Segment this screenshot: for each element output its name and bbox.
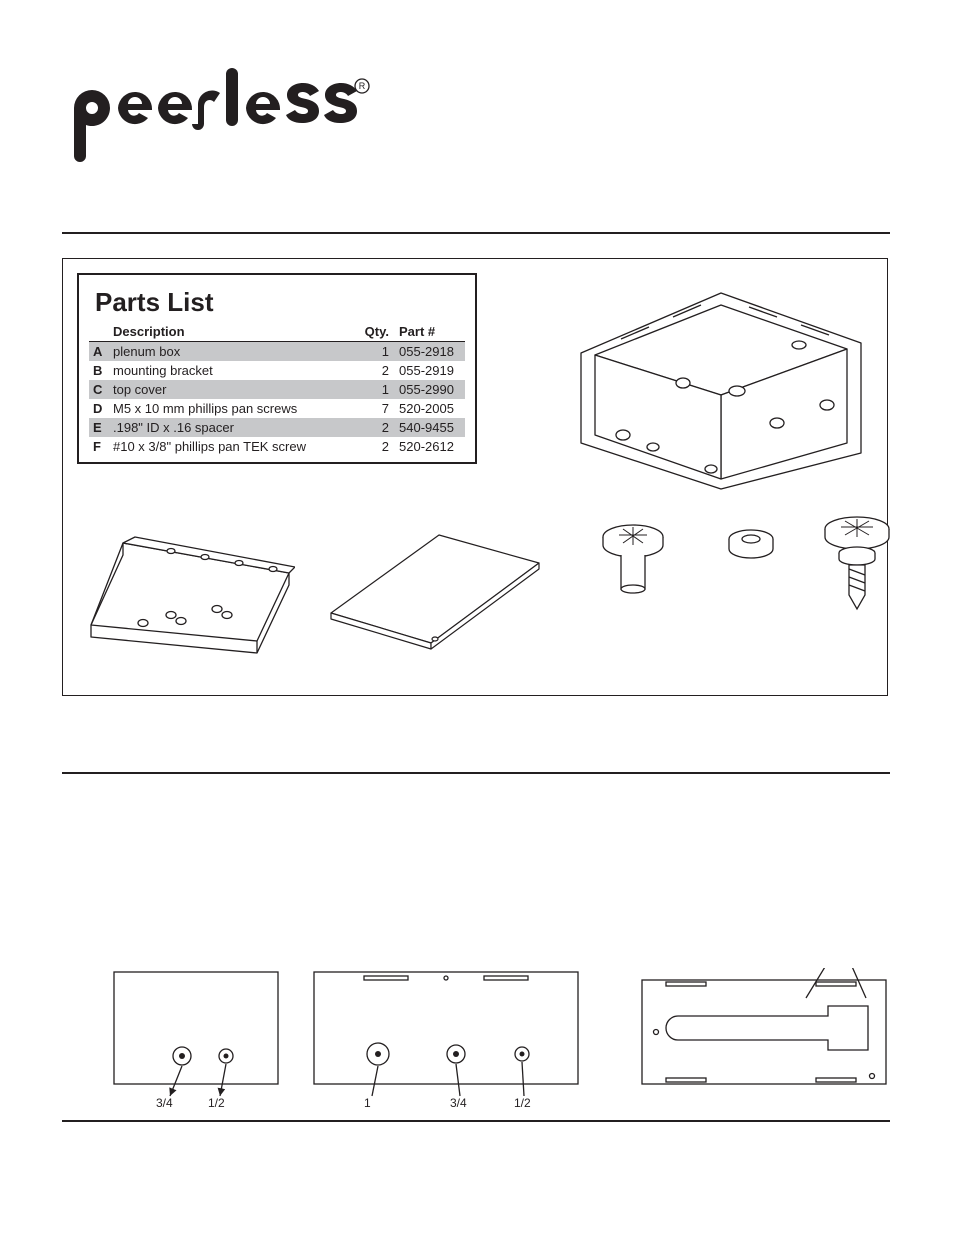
cell-qty: 1 bbox=[357, 342, 393, 362]
cell-qty: 2 bbox=[357, 418, 393, 437]
cell-qty: 7 bbox=[357, 399, 393, 418]
ko-label-1: 1 bbox=[364, 1096, 371, 1110]
ko-label-12a: 1/2 bbox=[208, 1096, 225, 1110]
cell-desc: plenum box bbox=[109, 342, 357, 362]
knockout-row: 3/4 1/2 bbox=[62, 968, 890, 1118]
cell-key: E bbox=[89, 418, 109, 437]
cell-key: B bbox=[89, 361, 109, 380]
ko-side: 3/4 1/2 bbox=[110, 968, 282, 1111]
ko-label-12b: 1/2 bbox=[514, 1096, 531, 1110]
divider-top bbox=[62, 232, 890, 234]
col-desc: Description bbox=[109, 322, 357, 342]
cell-qty: 2 bbox=[357, 361, 393, 380]
cell-qty: 2 bbox=[357, 437, 393, 456]
cell-desc: .198" ID x .16 spacer bbox=[109, 418, 357, 437]
illus-top-cover bbox=[323, 521, 545, 658]
illus-screw-phillips bbox=[597, 521, 669, 612]
table-row: Aplenum box1055-2918 bbox=[89, 342, 465, 362]
illus-bracket bbox=[85, 515, 295, 670]
ko-top bbox=[638, 968, 890, 1111]
parts-panel: Parts List Description Qty. Part # Aplen… bbox=[62, 258, 888, 696]
cell-part: 520-2612 bbox=[393, 437, 465, 456]
divider-bottom bbox=[62, 1120, 890, 1122]
cell-desc: mounting bracket bbox=[109, 361, 357, 380]
brand-logo: R bbox=[62, 60, 382, 175]
svg-text:R: R bbox=[359, 81, 366, 91]
col-part: Part # bbox=[393, 322, 465, 342]
cell-key: A bbox=[89, 342, 109, 362]
ko-label-34a: 3/4 bbox=[156, 1096, 173, 1110]
ko-front: 1 3/4 1/2 bbox=[310, 968, 582, 1111]
table-row: Ctop cover1055-2990 bbox=[89, 380, 465, 399]
cell-part: 055-2919 bbox=[393, 361, 465, 380]
ko-label-34b: 3/4 bbox=[450, 1096, 467, 1110]
table-row: Bmounting bracket2055-2919 bbox=[89, 361, 465, 380]
cell-key: C bbox=[89, 380, 109, 399]
cell-part: 055-2990 bbox=[393, 380, 465, 399]
parts-table: Description Qty. Part # Aplenum box1055-… bbox=[89, 322, 465, 456]
table-row: F#10 x 3/8" phillips pan TEK screw2520-2… bbox=[89, 437, 465, 456]
cell-qty: 1 bbox=[357, 380, 393, 399]
cell-desc: top cover bbox=[109, 380, 357, 399]
col-key bbox=[89, 322, 109, 342]
cell-part: 520-2005 bbox=[393, 399, 465, 418]
table-row: E.198" ID x .16 spacer2540-9455 bbox=[89, 418, 465, 437]
illus-spacer bbox=[725, 527, 777, 572]
illus-screw-tek bbox=[819, 515, 895, 628]
illus-plenum-box bbox=[561, 283, 873, 496]
cell-part: 540-9455 bbox=[393, 418, 465, 437]
cell-key: F bbox=[89, 437, 109, 456]
cell-part: 055-2918 bbox=[393, 342, 465, 362]
parts-list-title: Parts List bbox=[89, 287, 465, 318]
cell-desc: #10 x 3/8" phillips pan TEK screw bbox=[109, 437, 357, 456]
cell-desc: M5 x 10 mm phillips pan screws bbox=[109, 399, 357, 418]
col-qty: Qty. bbox=[357, 322, 393, 342]
table-row: DM5 x 10 mm phillips pan screws7520-2005 bbox=[89, 399, 465, 418]
cell-key: D bbox=[89, 399, 109, 418]
parts-list-box: Parts List Description Qty. Part # Aplen… bbox=[77, 273, 477, 464]
divider-mid bbox=[62, 772, 890, 774]
